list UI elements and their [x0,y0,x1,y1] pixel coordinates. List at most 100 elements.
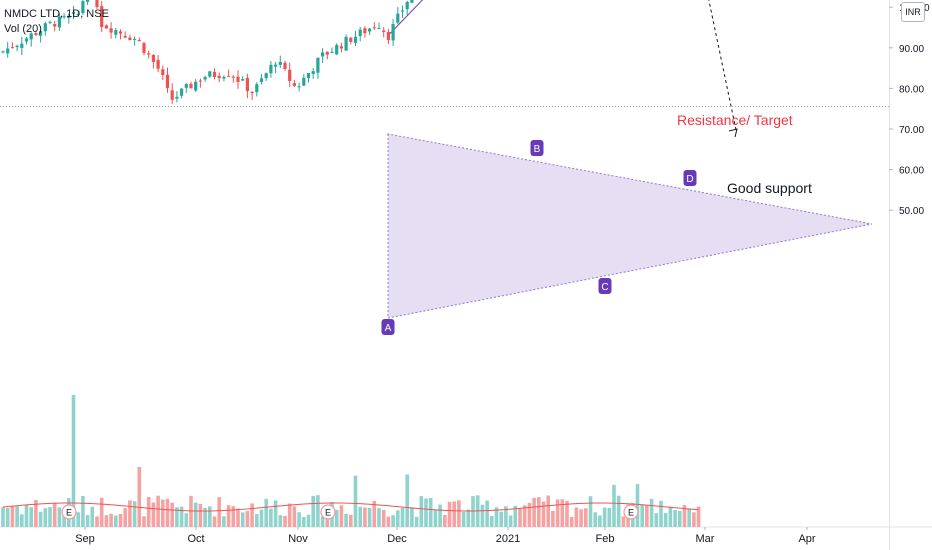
candle [15,45,19,48]
candle [76,14,80,16]
candle [363,28,367,34]
volume-bar [226,505,231,527]
candle [274,64,278,67]
volume-bar [419,496,424,527]
volume-bar [692,512,696,527]
candle [151,54,155,62]
volume-ma-line [2,502,699,512]
candle [104,25,108,29]
candle [382,30,386,33]
volume-bar [297,512,301,527]
volume-bar [381,509,386,527]
volume-bar [90,506,95,527]
volume-bar [466,509,471,527]
price-tick-label: 60.00 [899,166,924,177]
candle [133,38,137,40]
candle [335,45,339,55]
volume-bar [485,500,489,527]
candle [245,78,249,92]
volume-bar [184,513,189,527]
candle [400,10,405,12]
volume-bar [240,512,245,527]
candle [156,59,160,69]
volume-bar [616,495,621,527]
volume-bar [15,506,19,527]
volume-bar [306,514,311,527]
volume-bar [414,516,419,527]
candle [34,33,38,36]
volume-bar [95,516,99,527]
candle [10,47,14,49]
volume-bar [137,467,142,527]
volume-bar [508,515,513,527]
volume-group [1,395,701,527]
volume-bar [203,507,207,527]
candle [344,36,348,51]
candle [43,23,47,32]
price-tick-label: 90.00 [899,44,924,55]
symbol-line: NMDC LTD, 1D, NSE [4,8,109,20]
volume-bar [217,497,221,527]
candle [349,37,353,42]
candle [71,12,76,14]
candle [255,84,259,93]
candle [170,90,174,100]
earnings-marker [320,504,336,520]
volume-bar [104,515,109,527]
volume-bar [353,475,358,527]
candle [57,16,61,28]
volume-bar [311,495,315,527]
volume-bar [358,506,362,527]
volume-bar [593,512,597,527]
candle [39,31,43,36]
earnings-marker-label: E [66,508,72,518]
volume-bar [480,504,485,527]
candle [259,78,264,82]
candle [137,40,141,42]
price-tick-label: 70.00 [899,125,924,136]
volume-bar [560,499,565,527]
candle [386,32,390,41]
volume-bar [85,515,90,527]
volume-bar [316,495,320,527]
volume-bar [269,508,273,527]
volume-bar [259,509,264,527]
price-tick-label: 80.00 [899,84,924,95]
candle [67,15,71,19]
candle [81,1,85,14]
volume-bar [5,507,10,527]
volume-bar [494,507,499,527]
volume-bar [452,501,456,527]
volume-bar [490,516,494,527]
volume-bar [518,508,522,527]
resistance-annotation: Resistance/ Target [677,112,793,128]
volume-bar [24,504,29,527]
candle [20,43,24,48]
candle [227,75,231,77]
volume-bar [555,499,560,527]
earnings-marker [61,504,77,520]
volume-bar [579,509,583,527]
candle [297,86,301,88]
candle [175,96,179,99]
candle [405,1,409,10]
volume-bar [193,502,198,527]
volume-bar [118,513,123,527]
volume-bar [344,513,348,527]
volume-bar [574,507,579,527]
volume-bar [687,508,691,527]
volume-bar [255,514,259,527]
volume-bar [208,506,212,527]
volume-bar [132,501,137,527]
volume-bar [659,500,663,527]
volume-bar [551,510,555,527]
currency-badge[interactable]: INR [901,2,925,22]
volume-bar [38,511,43,527]
candle [212,71,217,77]
volume-bar [1,507,5,527]
candle [236,76,240,82]
volume-bar [645,505,649,527]
support-annotation: Good support [727,180,812,196]
candle [306,73,311,79]
